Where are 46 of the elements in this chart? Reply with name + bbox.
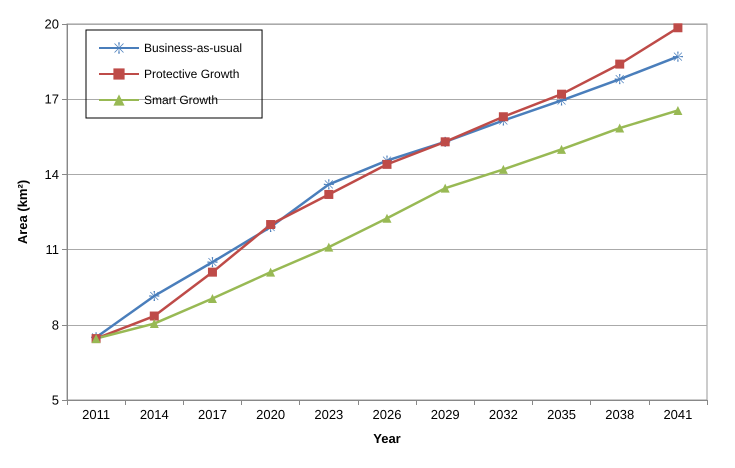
point	[266, 268, 276, 277]
point	[324, 242, 334, 252]
x-tick-label: 2032	[488, 407, 518, 422]
legend-label: Protective Growth	[144, 67, 240, 81]
y-tick-label: 11	[46, 242, 59, 258]
point	[615, 124, 624, 133]
y-tick-label: 14	[44, 166, 59, 182]
point	[207, 257, 218, 268]
x-tick-label: 2038	[605, 407, 634, 422]
point	[673, 23, 682, 32]
x-tick-label: 2014	[140, 407, 169, 422]
point	[557, 144, 566, 154]
point	[149, 290, 160, 301]
y-tick-label: 20	[44, 16, 59, 32]
x-tick-label: 2035	[547, 407, 576, 422]
point	[440, 184, 450, 193]
point	[614, 74, 625, 84]
y-axis-title: Area (km²)	[15, 180, 30, 244]
point	[557, 90, 566, 99]
legend-label: Business-as-usual	[144, 41, 242, 55]
point	[324, 179, 334, 190]
point	[266, 220, 276, 230]
x-tick-label: 2023	[314, 407, 344, 422]
point	[498, 112, 508, 122]
point	[672, 52, 683, 62]
x-tick-label: 2041	[663, 407, 692, 422]
x-tick-label: 2029	[430, 407, 460, 422]
y-tick-label: 5	[52, 392, 59, 408]
x-tick-label: 2020	[256, 407, 286, 422]
point	[498, 164, 508, 174]
point	[673, 106, 682, 115]
y-tick-label: 8	[52, 317, 59, 332]
point	[615, 60, 624, 69]
x-tick-label: 2011	[82, 407, 110, 422]
x-tick-label: 2017	[198, 407, 227, 422]
point	[382, 160, 392, 169]
legend-label: Smart Growth	[144, 93, 218, 107]
point	[150, 312, 159, 321]
point	[208, 294, 217, 303]
point	[208, 268, 217, 277]
point	[382, 214, 392, 223]
point	[324, 190, 334, 199]
point	[150, 319, 159, 328]
y-tick-label: 17	[44, 92, 59, 107]
x-axis-title: Year	[373, 431, 401, 446]
x-tick-label: 2026	[372, 407, 402, 422]
